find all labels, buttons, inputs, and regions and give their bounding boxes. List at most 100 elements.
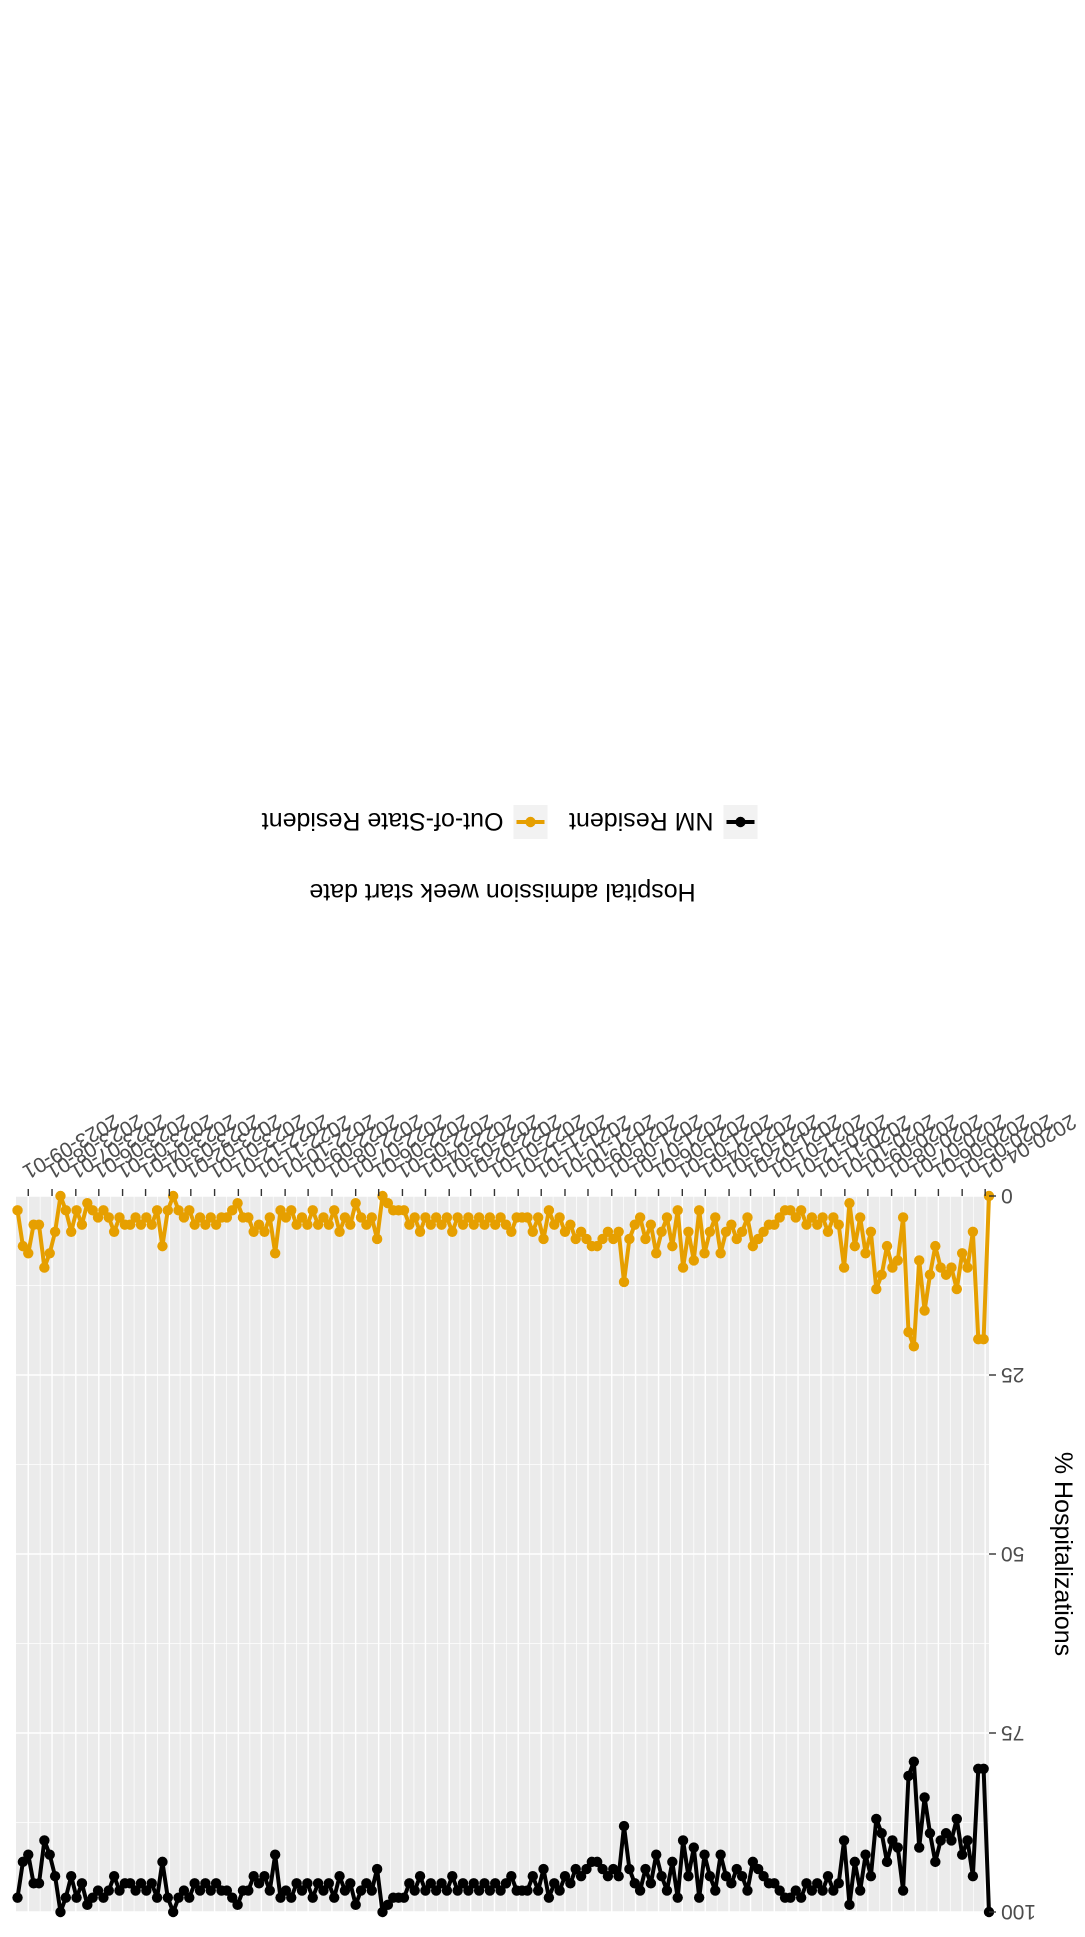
data-point [409, 1212, 420, 1223]
data-point [532, 1885, 544, 1896]
data-point [23, 1248, 34, 1259]
data-point [151, 1205, 163, 1216]
data-point [849, 1240, 861, 1252]
data-point [962, 1835, 973, 1846]
data-point [178, 1885, 190, 1896]
data-point [559, 1871, 571, 1882]
data-point [538, 1863, 549, 1875]
data-point [597, 1863, 608, 1875]
x-axis-label: Hospital admission week start date [309, 878, 695, 906]
data-point [720, 1226, 732, 1237]
data-point [790, 1212, 801, 1223]
data-point [935, 1262, 946, 1273]
data-point [940, 1269, 952, 1280]
data-point [683, 1226, 694, 1237]
data-point [135, 1878, 147, 1889]
data-point [726, 1878, 737, 1889]
data-point [334, 1226, 345, 1237]
y-tick-label: 50 [1001, 1542, 1024, 1565]
data-point [452, 1212, 463, 1223]
data-point [210, 1878, 222, 1889]
data-point [194, 1885, 206, 1896]
data-point [538, 1233, 549, 1245]
data-point [60, 1205, 72, 1216]
data-point [490, 1878, 501, 1889]
data-point [49, 1871, 61, 1882]
data-point [17, 1240, 29, 1252]
data-point [216, 1212, 227, 1223]
data-point [865, 1871, 877, 1882]
data-point [404, 1219, 415, 1230]
data-point [575, 1226, 587, 1237]
data-point [854, 1885, 866, 1896]
data-point [162, 1892, 174, 1903]
data-point [382, 1197, 394, 1209]
data-point [887, 1262, 898, 1273]
legend: NM Resident Out-of-State Resident [262, 805, 758, 839]
data-point [833, 1219, 844, 1230]
data-point [908, 1341, 920, 1352]
data-point [200, 1219, 211, 1230]
data-point [114, 1885, 125, 1896]
data-point [640, 1863, 651, 1875]
y-tick-label: 25 [1001, 1363, 1024, 1386]
data-point [570, 1863, 581, 1875]
y-tick-label: 75 [1001, 1721, 1024, 1744]
data-point [801, 1878, 812, 1889]
data-point [425, 1219, 437, 1230]
data-point [441, 1885, 453, 1896]
data-point [871, 1283, 882, 1295]
y-tick-label: 0 [1001, 1184, 1013, 1207]
data-point [956, 1849, 968, 1860]
data-point [205, 1212, 216, 1223]
data-point [39, 1835, 50, 1846]
data-point [833, 1878, 844, 1889]
data-point [962, 1262, 973, 1273]
data-point [699, 1248, 710, 1259]
data-point [457, 1219, 469, 1230]
data-point [919, 1305, 930, 1316]
data-point [865, 1226, 877, 1237]
data-point [98, 1892, 109, 1903]
data-point [672, 1892, 683, 1903]
data-point [66, 1226, 77, 1237]
data-point [881, 1240, 893, 1252]
data-point [307, 1205, 318, 1216]
data-point [323, 1878, 335, 1889]
data-point [76, 1878, 88, 1889]
data-point [656, 1871, 667, 1882]
data-point [908, 1756, 920, 1767]
data-point [608, 1863, 619, 1875]
data-point [506, 1226, 517, 1237]
data-point [130, 1885, 141, 1896]
data-point [71, 1892, 82, 1903]
data-point [640, 1233, 651, 1245]
data-point [312, 1219, 324, 1230]
data-point [409, 1885, 420, 1896]
data-point [634, 1885, 646, 1896]
data-point [710, 1885, 721, 1896]
data-point [602, 1871, 614, 1882]
data-point [296, 1212, 308, 1223]
data-point [581, 1863, 592, 1875]
data-point [575, 1871, 587, 1882]
data-point [473, 1885, 485, 1896]
data-point [822, 1871, 834, 1882]
data-point [361, 1219, 372, 1230]
data-point [790, 1885, 801, 1896]
data-point [661, 1885, 673, 1896]
data-point [87, 1205, 98, 1216]
data-point [414, 1871, 426, 1882]
data-point [382, 1899, 394, 1911]
data-point [693, 1892, 705, 1903]
data-point [812, 1878, 823, 1889]
data-point [693, 1205, 705, 1216]
data-point [92, 1885, 104, 1896]
data-point [436, 1219, 447, 1230]
data-point [897, 1212, 909, 1223]
data-point [651, 1248, 662, 1259]
data-point [414, 1226, 426, 1237]
data-point [66, 1871, 77, 1882]
data-point [946, 1835, 957, 1846]
data-point [189, 1878, 200, 1889]
